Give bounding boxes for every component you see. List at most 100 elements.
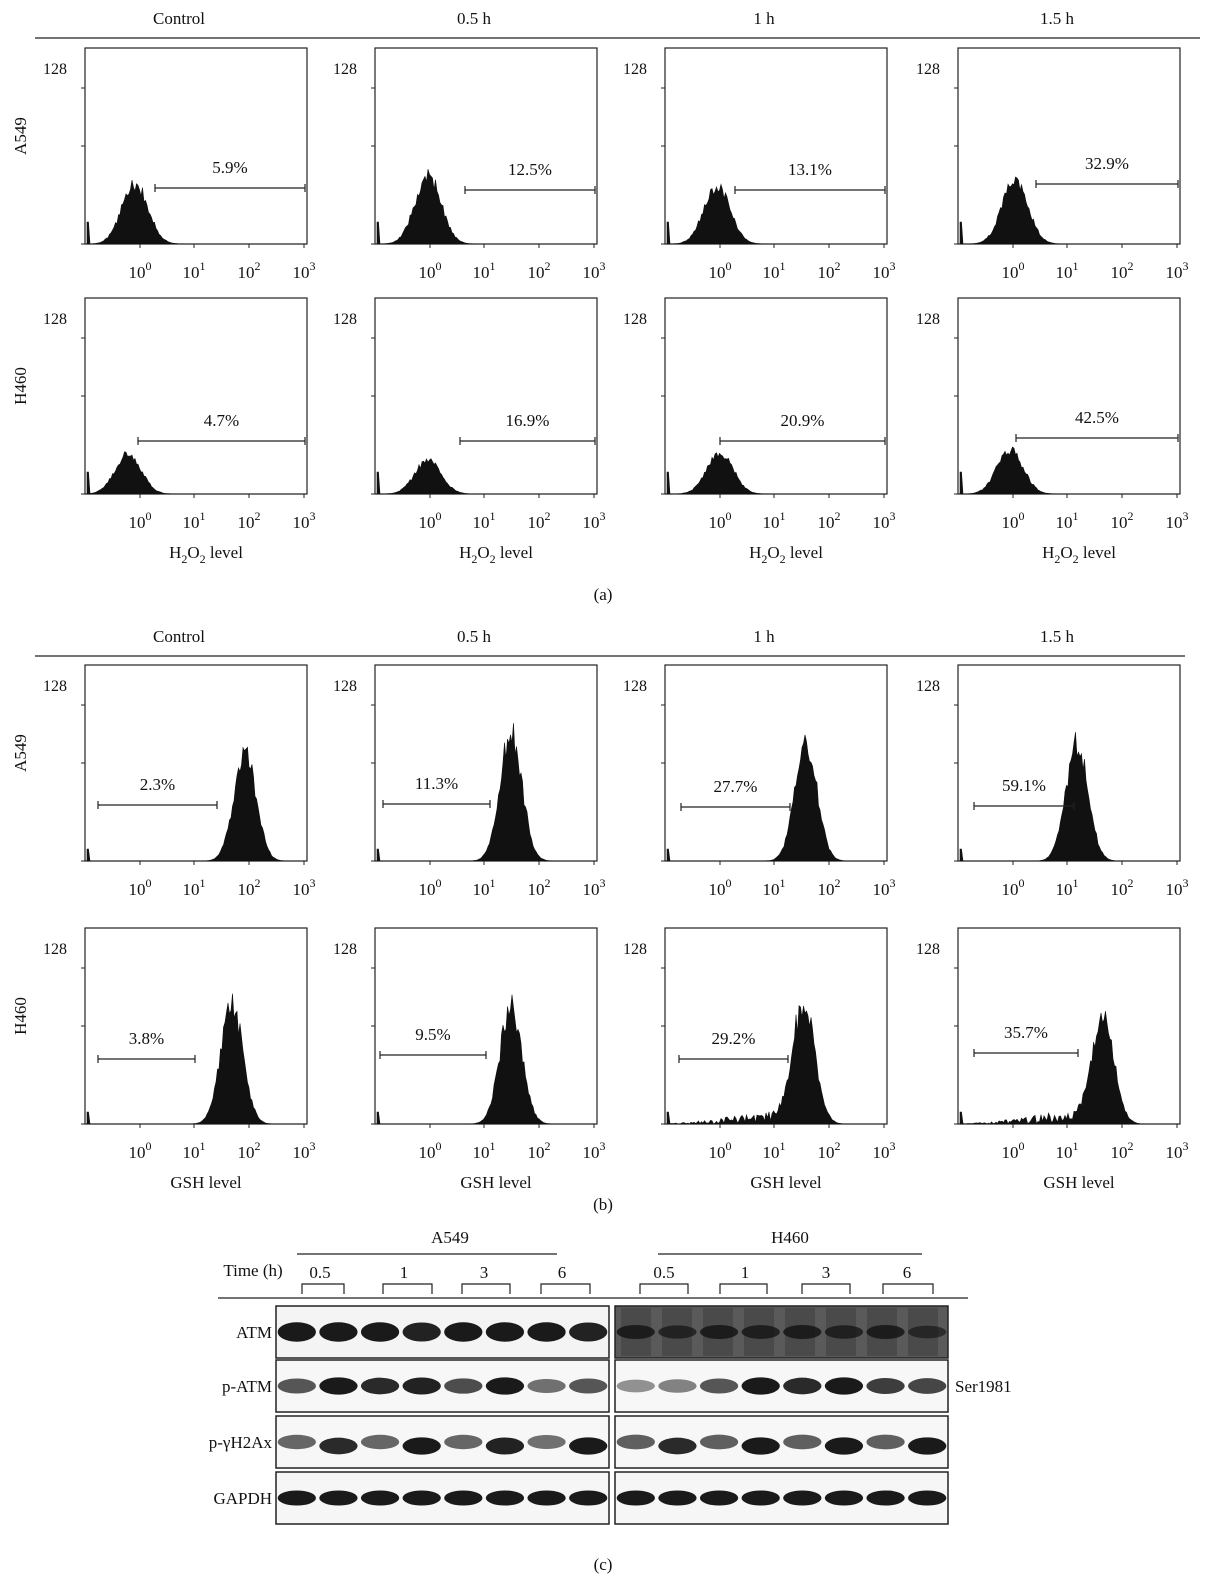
panel-c-band (658, 1379, 697, 1393)
panel-a-x-tick-label: 103 (293, 259, 316, 282)
panel-b-x-tick-label: 103 (293, 876, 316, 899)
panel-c-time-point: 3 (480, 1263, 489, 1282)
panel-b-plot-frame (374, 927, 598, 1125)
panel-a-x-tick-label: 102 (528, 509, 551, 532)
panel-c-band (866, 1378, 905, 1394)
panel-a-x-tick-label: 103 (583, 509, 606, 532)
panel-a-x-tick-label: 101 (1056, 509, 1079, 532)
panel-c-band (866, 1325, 905, 1339)
panel-c-band (527, 1322, 566, 1342)
panel-b-x-tick-label: 103 (293, 1139, 316, 1162)
panel-c-band (402, 1490, 441, 1506)
panel-c-time-point: 0.5 (653, 1263, 674, 1282)
panel-a-gate-percentage: 13.1% (788, 160, 832, 179)
panel-b-plot-frame (84, 664, 308, 862)
panel-a-y-max-label: 128 (623, 61, 647, 78)
panel-a-y-max-label: 128 (916, 311, 940, 328)
panel-b-plot-frame (374, 664, 598, 862)
panel-c-band (616, 1434, 655, 1450)
panel-a-x-tick-label: 102 (1111, 259, 1134, 282)
panel-c-band (699, 1378, 739, 1394)
panel-b-x-tick-label: 100 (419, 1139, 442, 1162)
panel-c-band (277, 1434, 316, 1450)
panel-c-band (319, 1377, 358, 1395)
panel-c-band (569, 1490, 608, 1506)
panel-c-time-bracket (301, 1283, 345, 1294)
panel-b-gate-percentage: 9.5% (415, 1025, 450, 1044)
panel-b-x-tick-label: 102 (818, 1139, 841, 1162)
panel-a-x-tick-label: 103 (583, 259, 606, 282)
panel-b-x-tick-label: 100 (129, 1139, 152, 1162)
panel-a-plot-frame (664, 47, 888, 245)
panel-c-band (699, 1434, 739, 1450)
panel-a-gate-percentage: 12.5% (508, 160, 552, 179)
panel-a-plot-frame (957, 297, 1181, 495)
panel-c-band (908, 1325, 947, 1339)
panel-c-band (319, 1322, 358, 1342)
panel-b-x-tick-label: 102 (528, 876, 551, 899)
panel-c-time-point: 1 (741, 1263, 750, 1282)
panel-b-row-label: H460 (11, 997, 30, 1035)
panel-b-plot-frame (664, 664, 888, 862)
panel-a-x-tick-label: 103 (873, 509, 896, 532)
panel-b-x-tick-label: 103 (583, 876, 606, 899)
panel-c-band (569, 1322, 608, 1342)
panel-a-x-axis-label: H2O2 level (749, 543, 823, 566)
panel-c-band (319, 1437, 358, 1455)
panel-a-x-tick-label: 101 (473, 259, 496, 282)
panel-a-x-tick-label: 101 (1056, 259, 1079, 282)
panel-a-x-tick-label: 101 (473, 509, 496, 532)
panel-b-x-tick-label: 103 (1166, 1139, 1189, 1162)
panel-b-x-tick-label: 101 (763, 1139, 786, 1162)
panel-a-y-max-label: 128 (333, 311, 357, 328)
panel-a-x-tick-label: 102 (528, 259, 551, 282)
panel-a-y-max-label: 128 (43, 61, 67, 78)
panel-b-x-tick-label: 101 (183, 1139, 206, 1162)
panel-c-band (444, 1434, 483, 1450)
panel-a-plot-frame (664, 297, 888, 495)
panel-c-time-point: 3 (822, 1263, 831, 1282)
panel-c-band (783, 1377, 822, 1395)
panel-b-plot-frame (664, 927, 888, 1125)
panel-b-x-axis-label: GSH level (460, 1173, 532, 1192)
panel-a-x-tick-label: 100 (129, 509, 152, 532)
panel-b-x-tick-label: 103 (1166, 876, 1189, 899)
panel-b-x-tick-label: 103 (873, 1139, 896, 1162)
panel-b-x-tick-label: 102 (1111, 1139, 1134, 1162)
panel-c-band (783, 1490, 822, 1506)
panel-a-histogram (959, 176, 1178, 245)
panel-c-time-bracket (540, 1283, 591, 1294)
panel-b-gate-percentage: 11.3% (415, 774, 458, 793)
panel-b-plot-frame (957, 927, 1181, 1125)
panel-c-time-bracket (382, 1283, 433, 1294)
panel-a-histogram (376, 169, 595, 245)
panel-a-x-tick-label: 100 (129, 259, 152, 282)
panel-a-y-max-label: 128 (916, 61, 940, 78)
panel-a-x-tick-label: 102 (1111, 509, 1134, 532)
panel-c-band (824, 1377, 864, 1395)
panel-c-band (908, 1437, 947, 1455)
panel-a-gate-percentage: 42.5% (1075, 408, 1119, 427)
panel-b-y-max-label: 128 (43, 941, 67, 958)
panel-a-gate-percentage: 16.9% (506, 411, 550, 430)
panel-b-x-tick-label: 101 (763, 876, 786, 899)
panel-b-histogram (376, 994, 595, 1125)
panel-a-plot-frame (84, 297, 308, 495)
panel-c-band (741, 1490, 780, 1506)
panel-c-band (527, 1490, 566, 1506)
panel-c-band (908, 1490, 947, 1506)
panel-c-band (527, 1378, 566, 1394)
panel-c-band (616, 1325, 655, 1339)
panel-b-x-tick-label: 101 (183, 876, 206, 899)
panel-c-band (741, 1325, 780, 1339)
panel-a-x-tick-label: 103 (873, 259, 896, 282)
panel-a-x-tick-label: 102 (238, 509, 261, 532)
panel-c-band (616, 1490, 655, 1506)
panel-c-time-bracket (639, 1283, 689, 1294)
panel-b-histogram (666, 734, 885, 862)
panel-b-x-tick-label: 102 (528, 1139, 551, 1162)
panel-b-gate-percentage: 2.3% (140, 775, 175, 794)
panel-c-time-point: 6 (558, 1263, 567, 1282)
panel-a-x-tick-label: 100 (419, 259, 442, 282)
panel-c-band (616, 1379, 655, 1393)
